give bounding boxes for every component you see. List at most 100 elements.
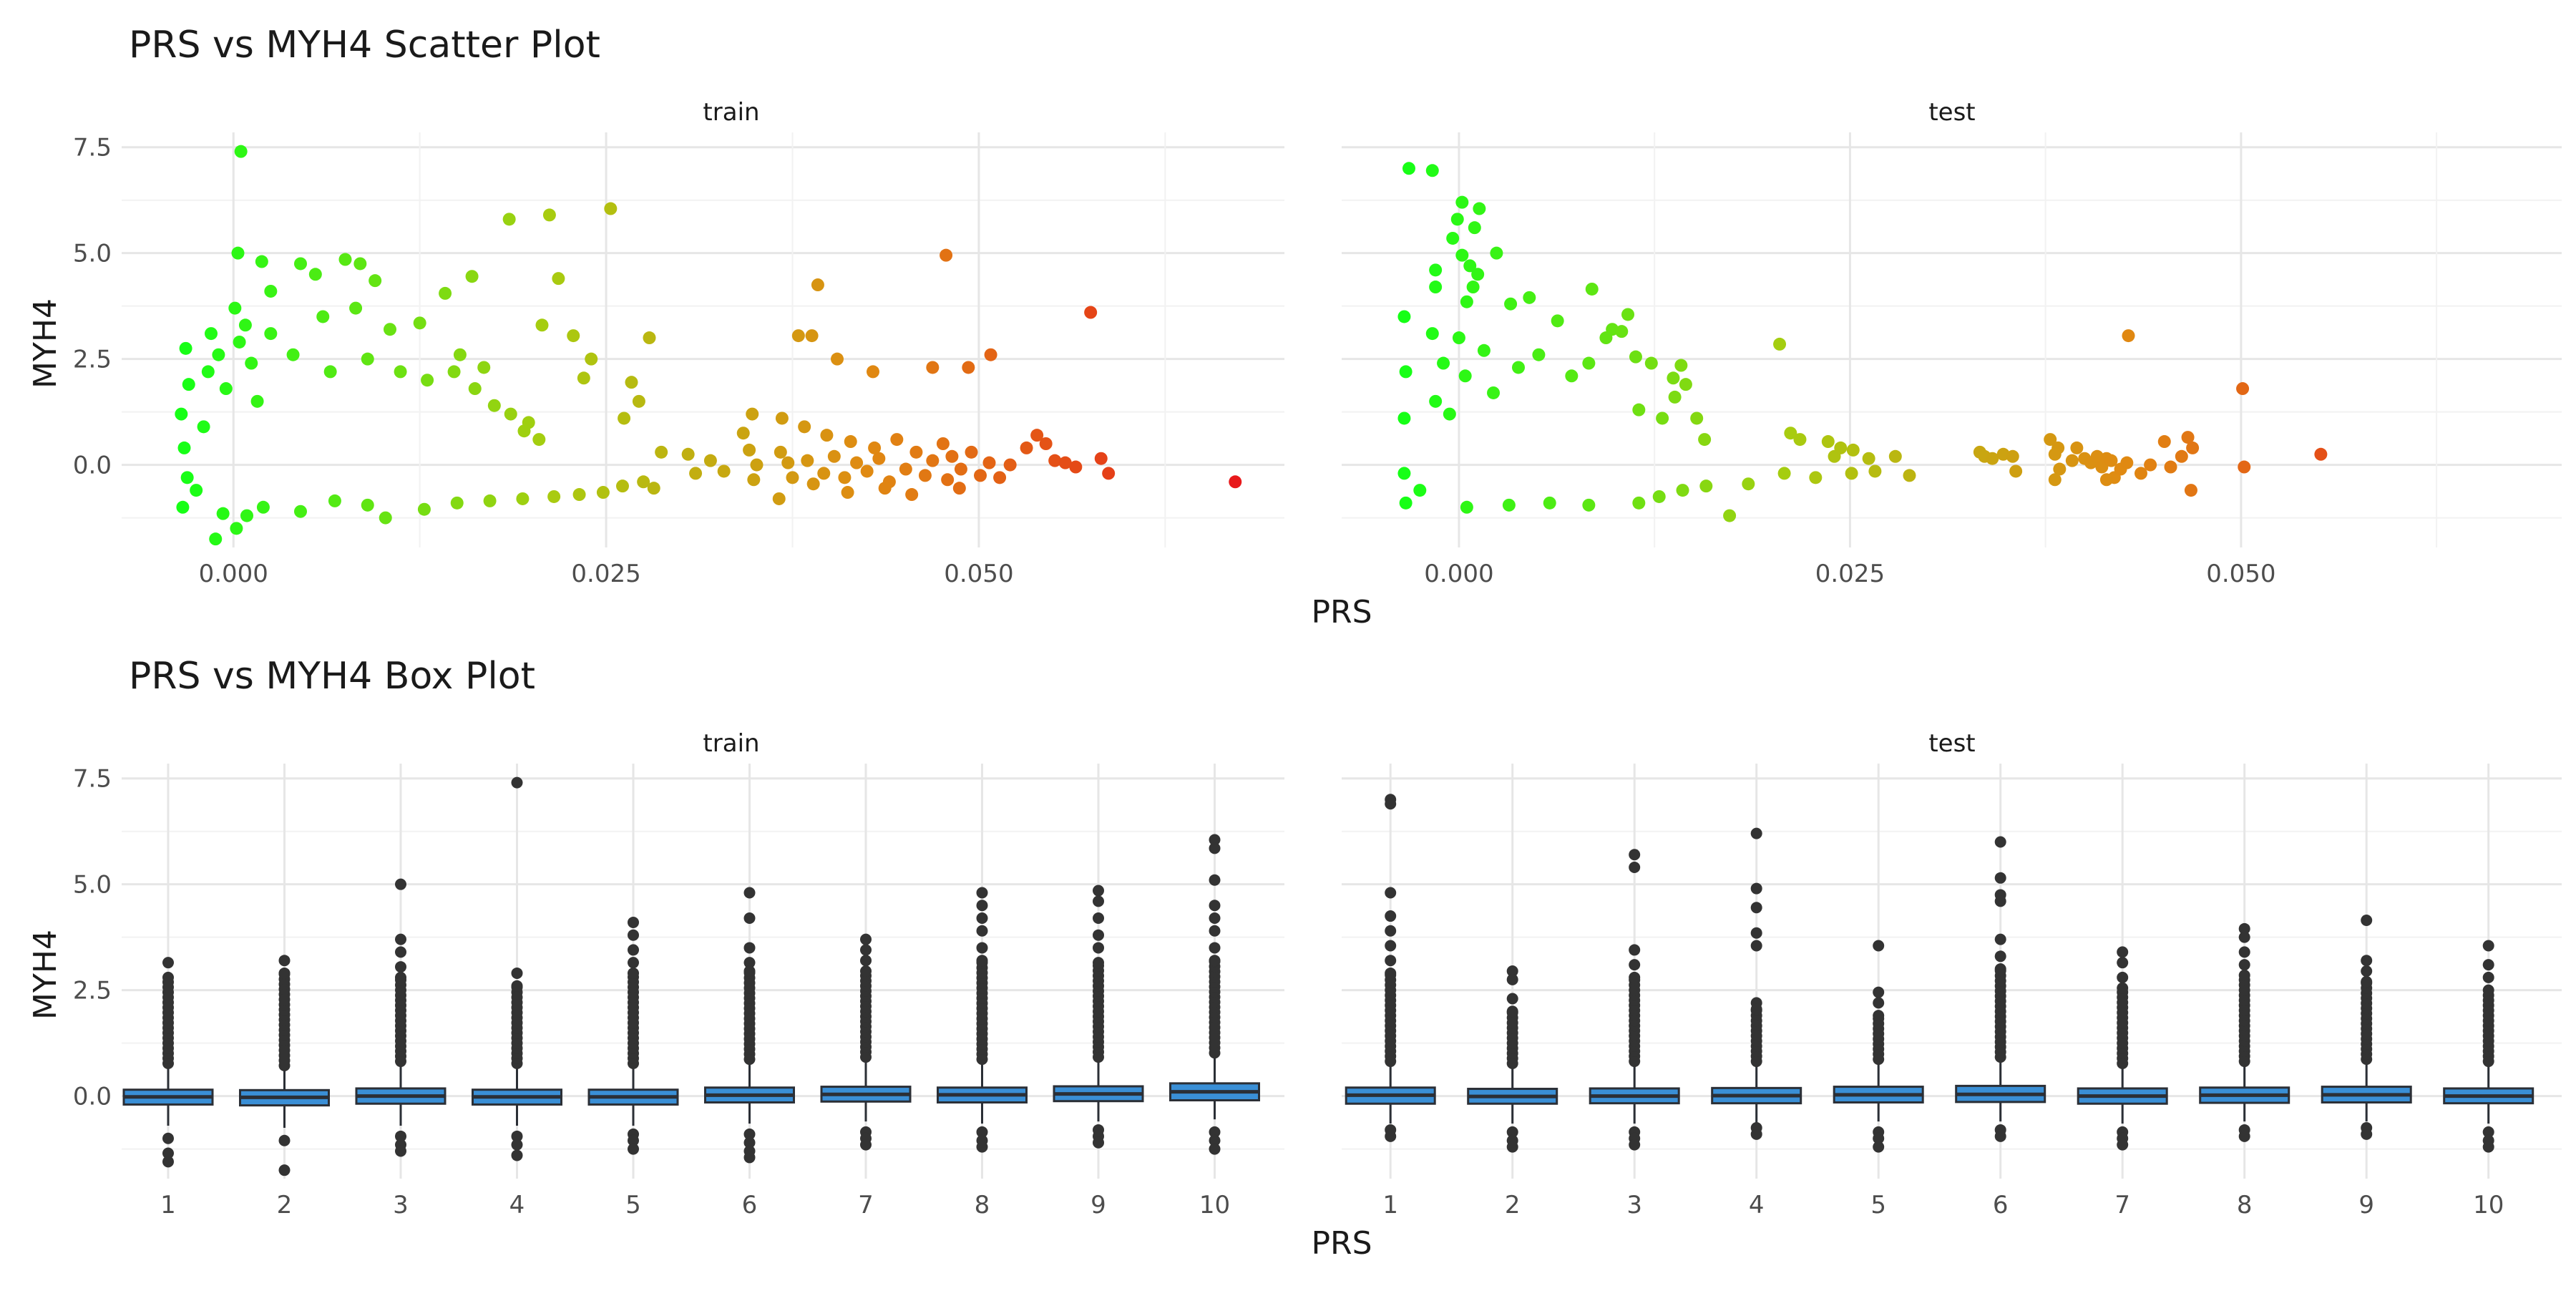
scatter-test-point bbox=[1676, 484, 1689, 497]
scatter-train-point bbox=[384, 323, 396, 336]
box-train-x-tick-label: 6 bbox=[742, 1191, 758, 1219]
scatter-test-point bbox=[2006, 449, 2019, 463]
box-train-outlier bbox=[860, 955, 872, 967]
scatter-test-point bbox=[2238, 460, 2251, 474]
box-test-outlier bbox=[1629, 959, 1641, 971]
box-test-outlier bbox=[2238, 922, 2250, 935]
box-train-outlier bbox=[628, 1143, 639, 1155]
scatter-train-x-tick-label: 0.000 bbox=[199, 560, 268, 588]
box-train-y-tick-label: 7.5 bbox=[73, 765, 112, 794]
box-test-outlier bbox=[1506, 993, 1518, 1005]
scatter-train-point bbox=[868, 441, 882, 454]
scatter-test-point bbox=[1397, 411, 1411, 425]
scatter-train-point bbox=[984, 348, 997, 361]
scatter-train-point bbox=[596, 486, 610, 500]
box-train-outlier bbox=[976, 1126, 988, 1138]
box-train-outlier bbox=[628, 929, 639, 941]
scatter-test-point bbox=[1582, 498, 1596, 512]
scatter-strip-test: test bbox=[1928, 98, 1975, 127]
box-train-x-tick-label: 7 bbox=[858, 1191, 874, 1219]
scatter-train-y-tick-label: 7.5 bbox=[73, 134, 112, 162]
box-train-x-tick-label: 1 bbox=[160, 1191, 176, 1219]
scatter-test-point bbox=[1473, 202, 1486, 215]
scatter-train-point bbox=[504, 407, 517, 421]
scatter-test-point bbox=[1458, 369, 1472, 383]
scatter-train-point bbox=[962, 361, 975, 374]
scatter-train-point bbox=[743, 443, 756, 457]
box-train-x-tick-label: 9 bbox=[1091, 1191, 1106, 1219]
scatter-train-point bbox=[219, 382, 233, 396]
scatter-train-point bbox=[952, 482, 966, 495]
scatter-train-point bbox=[926, 361, 940, 374]
scatter-train-point bbox=[238, 318, 252, 332]
box-train-outlier bbox=[628, 1134, 639, 1146]
scatter-train-point bbox=[850, 456, 864, 469]
scatter-train-point bbox=[806, 477, 820, 491]
scatter-train-point bbox=[1048, 454, 1062, 467]
scatter-train-point bbox=[860, 464, 874, 478]
box-test-outlier bbox=[2482, 984, 2494, 996]
box-test-outlier bbox=[2482, 1126, 2494, 1138]
scatter-test-point bbox=[2175, 449, 2188, 463]
scatter-train-point bbox=[323, 365, 337, 379]
box-train-outlier bbox=[278, 1134, 291, 1146]
scatter-train-point bbox=[338, 253, 352, 266]
scatter-test-point bbox=[1425, 327, 1439, 341]
scatter-test-point bbox=[1615, 325, 1629, 338]
scatter-train-point bbox=[909, 445, 923, 459]
scatter-train-point bbox=[349, 301, 363, 315]
scatter-train-point bbox=[256, 500, 270, 514]
scatter-test-point bbox=[1632, 496, 1646, 510]
box-test-outlier bbox=[1385, 910, 1397, 922]
box-test-outlier bbox=[2482, 971, 2494, 983]
scatter-train-point bbox=[844, 435, 857, 449]
scatter-test-point bbox=[1585, 282, 1599, 296]
scatter-train-point bbox=[176, 500, 190, 514]
scatter-train-point bbox=[421, 374, 434, 387]
scatter-test-point bbox=[1452, 331, 1465, 345]
scatter-train-point bbox=[353, 257, 367, 271]
scatter-train-point bbox=[872, 452, 886, 465]
box-train-outlier bbox=[743, 1128, 756, 1140]
box-plot: 0.0 2.5 5.0 7.5 1 2 3 4 5 6 7 8 9 10 1 2 3 4 5 6 7 8 9 10 bbox=[73, 764, 2562, 1219]
box-test-x-tick-label: 4 bbox=[1749, 1191, 1765, 1219]
scatter-train-point bbox=[805, 329, 819, 343]
box-test-outlier bbox=[2117, 1139, 2129, 1151]
scatter-train-point bbox=[1020, 441, 1033, 454]
scatter-train-point bbox=[361, 352, 374, 366]
scatter-train-point bbox=[689, 467, 703, 480]
box-train-outlier bbox=[1209, 874, 1221, 886]
scatter-train-point bbox=[878, 482, 892, 495]
scatter-train-point bbox=[487, 399, 501, 412]
box-train-outlier bbox=[976, 912, 988, 925]
scatter-test-point bbox=[1437, 356, 1450, 370]
scatter-test-point bbox=[1487, 386, 1501, 399]
scatter-train-point bbox=[394, 365, 407, 379]
scatter-test-point bbox=[1632, 403, 1646, 416]
scatter-train-point bbox=[316, 310, 330, 323]
box-train-outlier bbox=[628, 967, 639, 979]
box-test-outlier bbox=[2482, 1141, 2494, 1153]
scatter-test-point bbox=[1477, 344, 1491, 357]
scatter-train-point bbox=[791, 329, 805, 343]
scatter-train-point bbox=[567, 329, 580, 343]
box-train-outlier bbox=[395, 878, 406, 890]
scatter-train-point bbox=[233, 335, 246, 349]
box-test-outlier bbox=[1750, 882, 1762, 895]
scatter-train-point bbox=[798, 420, 811, 434]
scatter-test-point bbox=[1402, 162, 1415, 175]
scatter-train-point bbox=[477, 361, 491, 374]
scatter-train-point bbox=[439, 286, 452, 300]
scatter-test-point bbox=[1425, 164, 1439, 177]
scatter-test-point bbox=[1532, 348, 1546, 361]
box-train-outlier bbox=[511, 980, 523, 992]
box-test-outlier bbox=[1385, 925, 1397, 937]
scatter-test-point bbox=[1868, 464, 1882, 478]
box-test-outlier bbox=[1506, 1126, 1518, 1138]
box-train-outlier bbox=[628, 916, 639, 928]
scatter-train-point bbox=[502, 213, 516, 226]
scatter-test-point bbox=[1502, 498, 1516, 512]
box-test-outlier bbox=[2238, 959, 2250, 971]
scatter-train-point bbox=[632, 394, 645, 408]
scatter-train-point bbox=[175, 407, 188, 421]
